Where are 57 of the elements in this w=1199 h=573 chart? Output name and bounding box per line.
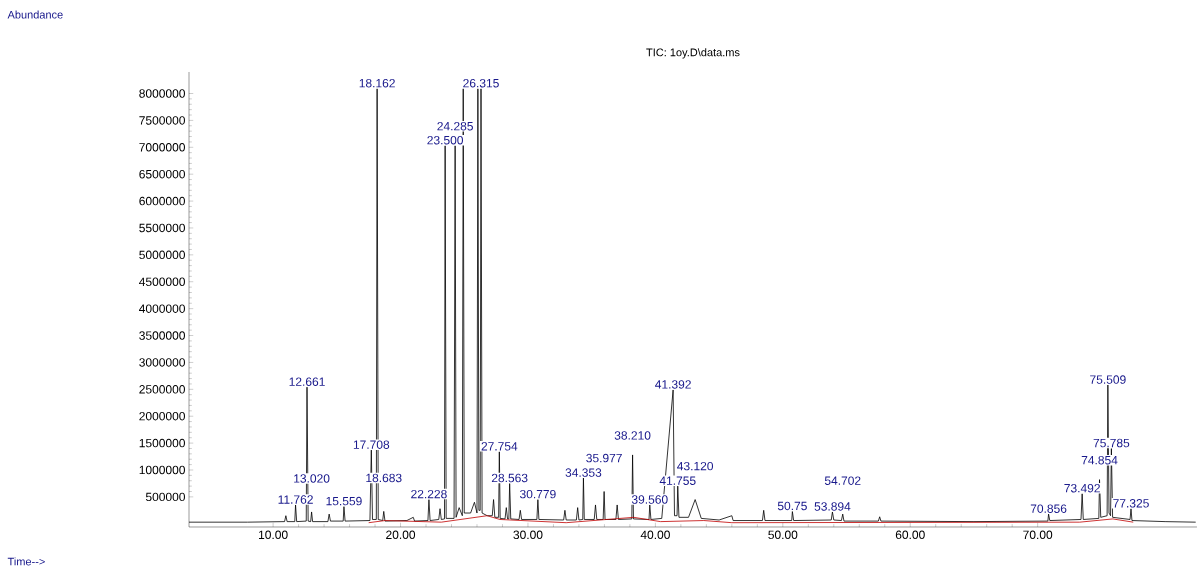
y-tick-label: 5500000: [139, 223, 185, 233]
x-tick-label: 60.00: [895, 530, 925, 540]
annotation: 24.285: [437, 121, 473, 131]
annotation: 39.560: [631, 495, 668, 504]
annotation: 35.977: [586, 453, 622, 463]
y-tick-label: 8000000: [139, 89, 185, 98]
y-tick-label: 2000000: [139, 411, 185, 421]
line-series: [368, 515, 1134, 524]
y-tick-label: 7500000: [139, 116, 185, 125]
y-tick-label: 7000000: [139, 143, 185, 152]
x-tick-label: 70.00: [1023, 530, 1053, 540]
annotation: 28.563: [491, 473, 528, 483]
annotation: 11.762: [278, 495, 313, 504]
annotation: 41.392: [655, 380, 691, 389]
annotation: 17.708: [353, 440, 390, 449]
x-tick-label: 10.00: [259, 530, 288, 540]
text: Abundance: [7, 10, 63, 19]
annotation: 18.683: [366, 473, 402, 483]
y-tick-label: 4500000: [139, 277, 185, 286]
y-tick-label: 6500000: [139, 169, 185, 179]
chart-title: TIC: 1oy.D\data.ms: [646, 48, 740, 59]
y-tick-label: 500000: [145, 492, 185, 502]
annotation: 38.210: [614, 431, 651, 440]
annotation: 43.120: [677, 461, 714, 471]
annotation: 22.228: [411, 489, 447, 499]
annotation: 75.785: [1093, 438, 1130, 448]
annotation: 50.75: [777, 501, 807, 511]
y-tick-label: 3500000: [139, 331, 185, 340]
annotation: 13.020: [294, 474, 330, 483]
annotation: 26.315: [463, 78, 499, 88]
annotation: 12.661: [289, 377, 325, 386]
annotation: 34.353: [565, 468, 602, 477]
y-tick-label: 2500000: [139, 385, 185, 394]
annotation: 23.500: [427, 135, 464, 145]
annotation: 41.755: [659, 476, 696, 485]
annotation: 53.894: [814, 502, 851, 511]
y-tick-label: 5000000: [139, 250, 185, 260]
annotation: 75.509: [1090, 375, 1126, 384]
y-tick-label: 1000000: [139, 465, 185, 475]
y-tick-label: 6000000: [139, 196, 185, 206]
annotation: 30.779: [519, 489, 556, 499]
y-tick-label: 1500000: [139, 438, 185, 448]
annotation: 73.492: [1064, 483, 1100, 493]
x-tick-label: 30.00: [513, 530, 543, 540]
annotation: 77.325: [1113, 499, 1149, 508]
text: Time-->: [7, 557, 45, 566]
annotation: 27.754: [481, 442, 518, 451]
x-tick-label: 20.00: [386, 530, 416, 540]
annotation: 54.702: [824, 476, 861, 485]
annotation: 74.854: [1081, 455, 1118, 465]
x-tick-label: 50.00: [768, 530, 798, 540]
y-tick-label: 3000000: [139, 358, 185, 367]
annotation: 70.856: [1030, 504, 1067, 513]
y-tick-label: 4000000: [139, 304, 185, 313]
annotation: 18.162: [359, 78, 395, 88]
x-tick-label: 40.00: [640, 530, 670, 540]
annotation: 15.559: [326, 496, 362, 506]
